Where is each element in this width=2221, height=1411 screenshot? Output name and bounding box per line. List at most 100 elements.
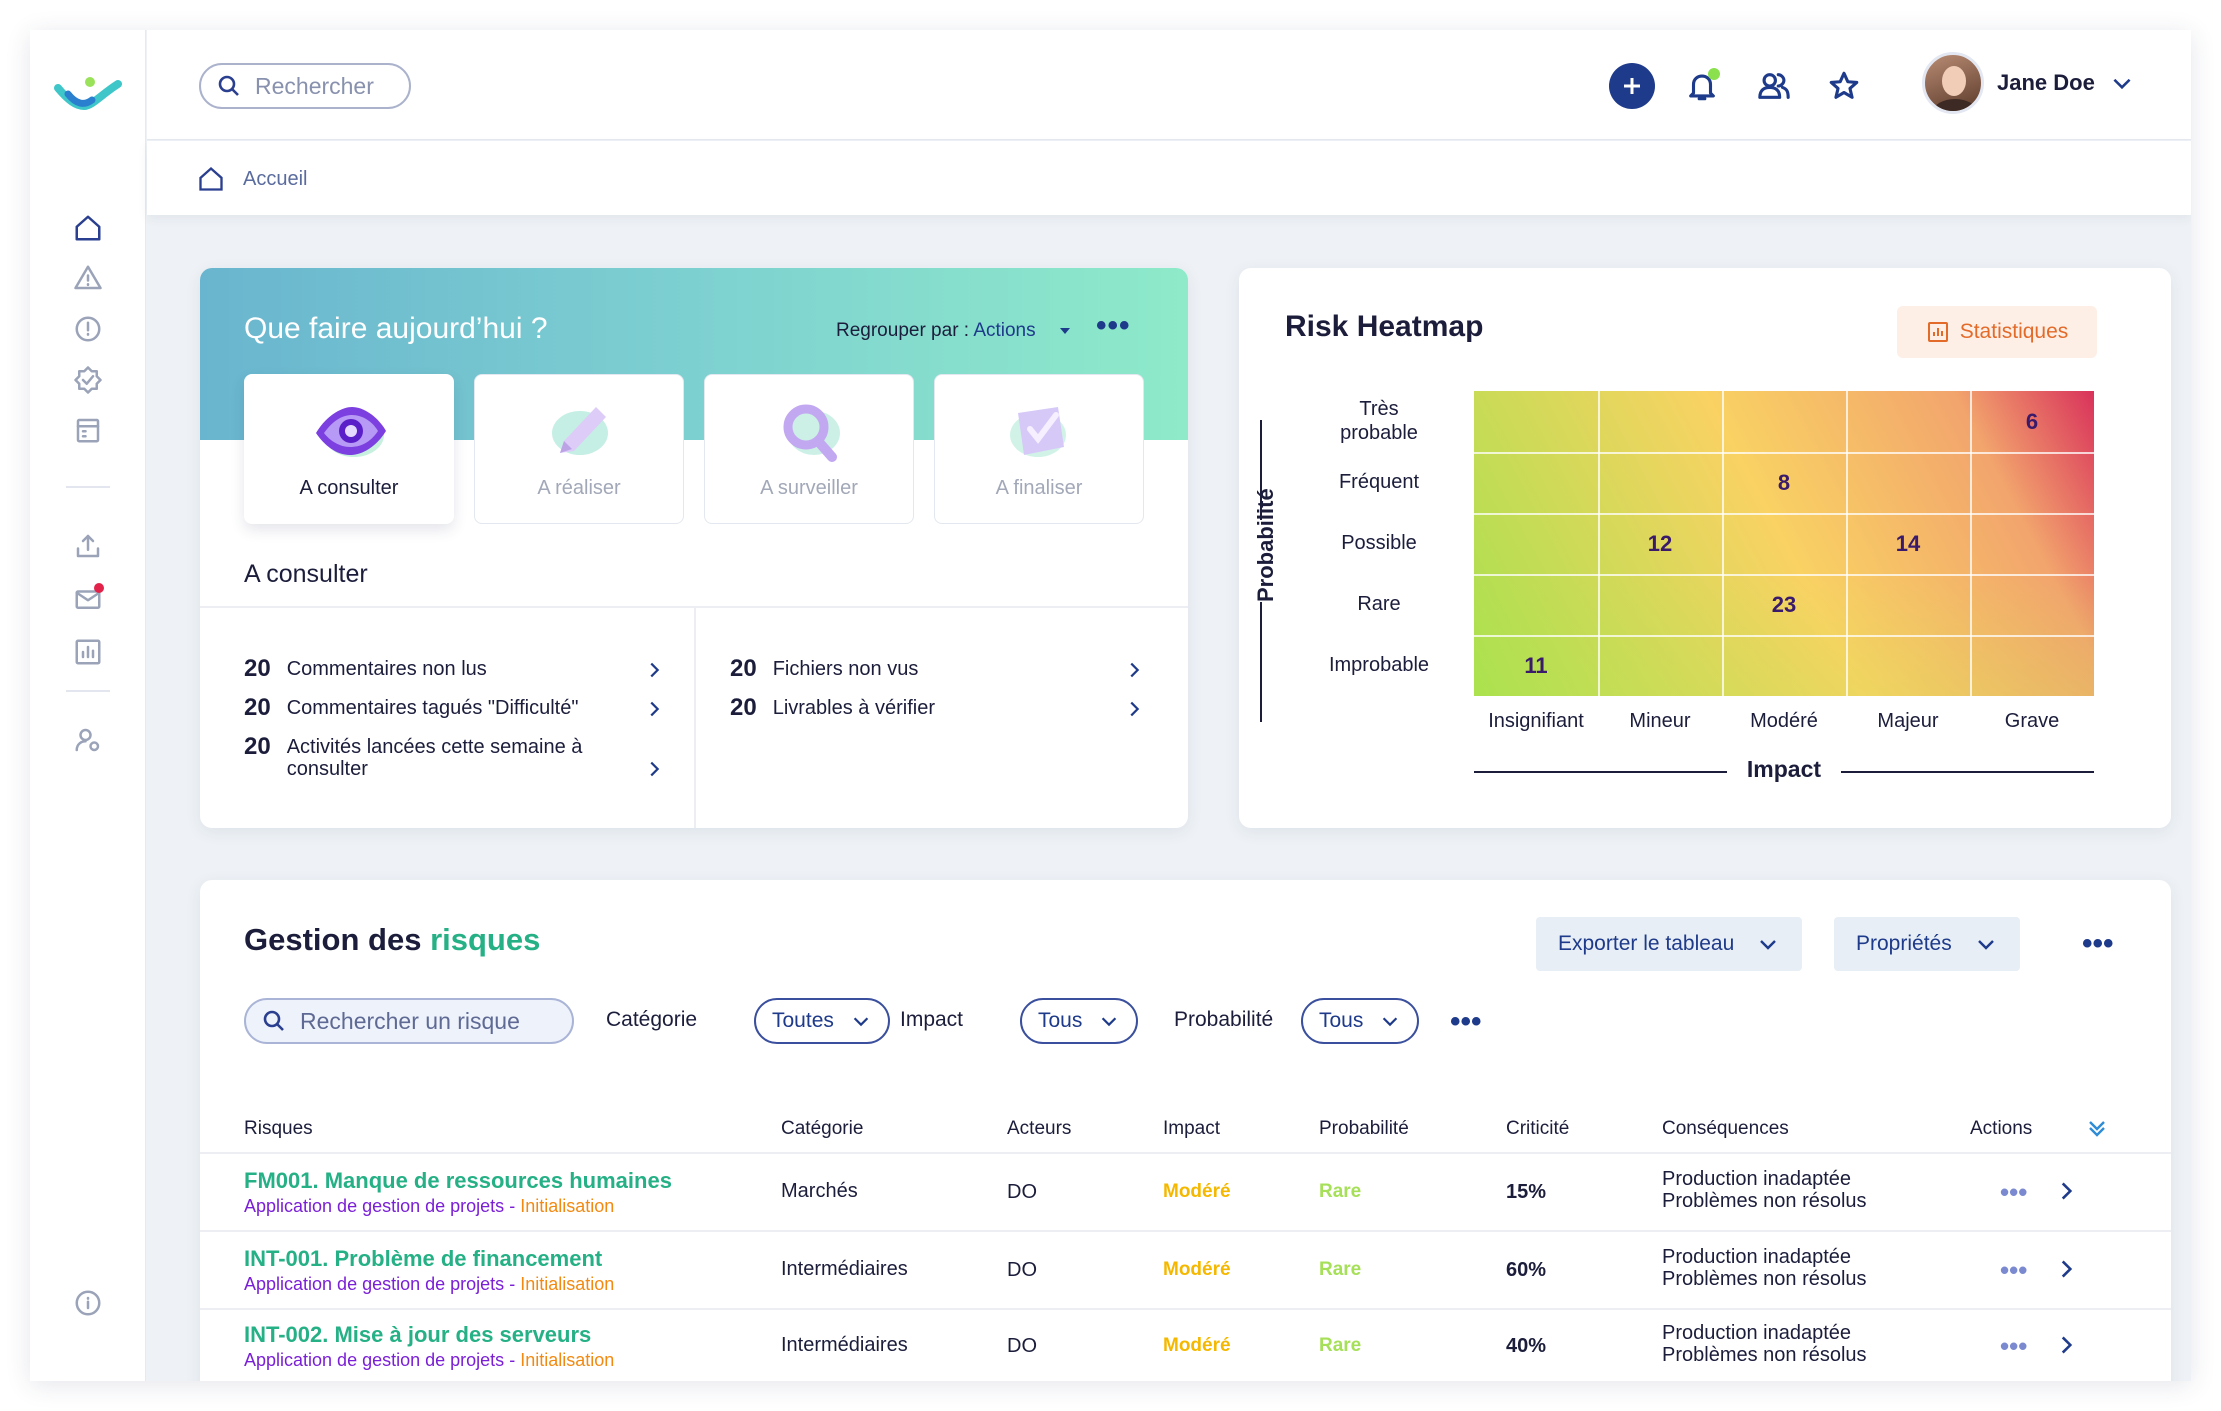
tile-a-surveiller[interactable]: A surveiller	[704, 374, 914, 524]
risks-more-button[interactable]: •••	[2082, 927, 2114, 960]
risk-search-input[interactable]: Rechercher un risque	[244, 998, 574, 1044]
team-button[interactable]	[1754, 66, 1794, 106]
double-chevron-down-icon[interactable]	[2085, 1116, 2109, 1140]
user-settings-icon[interactable]	[68, 720, 108, 760]
todo-item-count: 20	[244, 655, 271, 682]
chevron-right-icon[interactable]	[2053, 1332, 2079, 1358]
column-header-actors[interactable]: Acteurs	[1007, 1118, 1072, 1139]
risk-title-link[interactable]: FM001. Manque de ressources humaines	[244, 1168, 672, 1193]
todo-item-label: Activités lancées cette semaine à consul…	[286, 736, 583, 780]
app-logo[interactable]	[54, 70, 122, 120]
todo-item[interactable]: 20 Activités lancées cette semaine à con…	[244, 733, 624, 781]
tile-a-consulter[interactable]: A consulter	[244, 374, 454, 524]
export-table-button[interactable]: Exporter le tableau	[1536, 917, 1803, 971]
calendar-icon[interactable]	[68, 410, 108, 450]
tile-label: A réaliser	[537, 477, 621, 499]
row-more-button[interactable]: •••	[2000, 1255, 2028, 1285]
home-icon[interactable]	[68, 208, 108, 248]
todo-more-button[interactable]: •••	[1096, 309, 1131, 342]
heatmap-cell-value[interactable]: 6	[2025, 408, 2039, 434]
impact-filter-select[interactable]: Tous	[1020, 998, 1139, 1044]
column-header-actions[interactable]: Actions	[1970, 1118, 2033, 1139]
risk-consequences: Production inadaptée Problèmes non résolu…	[1662, 1168, 1867, 1212]
column-header-risks[interactable]: Risques	[244, 1118, 313, 1139]
category-filter-select[interactable]: Toutes	[754, 998, 890, 1044]
row-divider	[200, 1230, 2171, 1232]
chevron-right-icon[interactable]	[643, 698, 665, 720]
probability-filter-select[interactable]: Tous	[1301, 998, 1420, 1044]
risk-project: Application de gestion de projets	[244, 1350, 505, 1370]
notifications-button[interactable]	[1682, 66, 1722, 106]
risk-criticity: 60%	[1506, 1259, 1547, 1281]
todo-card: Que faire aujourd’hui ? Regrouper par : …	[200, 268, 1188, 828]
add-button[interactable]	[1609, 63, 1655, 109]
column-header-category[interactable]: Catégorie	[781, 1118, 864, 1139]
heatmap-cell-value[interactable]: 14	[1895, 530, 1921, 556]
chevron-right-icon[interactable]	[1123, 659, 1145, 681]
risk-project-line[interactable]: Application de gestion de projets - Init…	[244, 1274, 614, 1295]
heatmap-cell-value[interactable]: 8	[1777, 469, 1791, 495]
group-by-dropdown[interactable]: Regrouper par : Actions	[836, 320, 1036, 342]
risk-actors: DO	[1007, 1335, 1037, 1357]
chevron-down-icon	[2113, 78, 2131, 90]
search-icon	[263, 1010, 284, 1031]
consequence-item: Problèmes non résolus	[1662, 1344, 1867, 1366]
column-header-consequences[interactable]: Conséquences	[1662, 1118, 1789, 1139]
properties-button[interactable]: Propriétés	[1834, 917, 2020, 971]
chevron-right-icon[interactable]	[643, 659, 665, 681]
caret-down-icon[interactable]	[1060, 328, 1070, 334]
row-more-button[interactable]: •••	[2000, 1177, 2028, 1207]
risk-category: Intermédiaires	[781, 1258, 908, 1280]
risk-stage: Initialisation	[520, 1350, 615, 1370]
risk-project-line[interactable]: Application de gestion de projets - Init…	[244, 1350, 614, 1371]
risk-title-link[interactable]: INT-002. Mise à jour des serveurs	[244, 1322, 592, 1347]
avatar[interactable]	[1922, 52, 1984, 114]
chevron-right-icon[interactable]	[2053, 1178, 2079, 1204]
chevron-right-icon[interactable]	[1123, 698, 1145, 720]
info-icon[interactable]	[68, 1283, 108, 1323]
column-header-probability[interactable]: Probabilité	[1319, 1118, 1409, 1139]
statistics-button[interactable]: Statistiques	[1897, 306, 2097, 358]
risk-separator: -	[504, 1274, 521, 1294]
group-by-label: Regrouper par :	[836, 320, 970, 341]
mail-icon[interactable]	[68, 579, 108, 619]
heatmap-cell-value[interactable]: 23	[1771, 591, 1797, 617]
todo-item-count: 20	[244, 733, 271, 760]
column-header-impact[interactable]: Impact	[1163, 1118, 1221, 1139]
warning-icon[interactable]	[68, 258, 108, 298]
favorites-button[interactable]	[1824, 66, 1864, 106]
risk-impact: Modéré	[1163, 1259, 1231, 1280]
breadcrumb-home-link[interactable]: Accueil	[243, 168, 308, 190]
todo-item-count: 20	[244, 694, 271, 721]
heatmap-cell-value[interactable]: 12	[1647, 530, 1673, 556]
todo-item[interactable]: 20 Commentaires tagués "Difficulté"	[244, 695, 578, 721]
grid-line	[1474, 574, 2094, 576]
heatmap-cell-value[interactable]: 11	[1524, 652, 1548, 678]
row-more-button[interactable]: •••	[2000, 1331, 2028, 1361]
home-outline-icon[interactable]	[197, 165, 225, 193]
column-header-criticity[interactable]: Criticité	[1506, 1118, 1570, 1139]
chevron-right-icon[interactable]	[2053, 1256, 2079, 1282]
tile-a-realiser[interactable]: A réaliser	[474, 374, 684, 524]
consequence-item: Production inadaptée	[1662, 1246, 1852, 1268]
alert-circle-icon[interactable]	[68, 309, 108, 349]
todo-item[interactable]: 20 Commentaires non lus	[244, 656, 487, 682]
upload-icon[interactable]	[68, 526, 108, 566]
risk-consequences: Production inadaptée Problèmes non résolu…	[1662, 1322, 1867, 1366]
user-menu-button[interactable]	[2109, 70, 2135, 96]
y-axis-title: Probabilité	[1253, 488, 1283, 602]
chart-icon[interactable]	[68, 632, 108, 672]
tile-a-finaliser[interactable]: A finaliser	[934, 374, 1144, 524]
global-search-input[interactable]: Rechercher	[199, 63, 411, 109]
risk-project: Application de gestion de projets	[244, 1274, 505, 1294]
todo-item[interactable]: 20 Fichiers non vus	[730, 656, 918, 682]
chevron-right-icon[interactable]	[643, 758, 665, 780]
todo-item[interactable]: 20 Livrables à vérifier	[730, 695, 935, 721]
app-window: Rechercher Jane Doe Accueil Que faire au…	[30, 30, 2191, 1381]
user-name[interactable]: Jane Doe	[1997, 70, 2095, 95]
row-divider	[200, 1308, 2171, 1310]
filters-more-button[interactable]: •••	[1450, 1005, 1482, 1038]
risk-title-link[interactable]: INT-001. Problème de financement	[244, 1246, 603, 1271]
check-badge-icon[interactable]	[68, 360, 108, 400]
risk-project-line[interactable]: Application de gestion de projets - Init…	[244, 1196, 614, 1217]
